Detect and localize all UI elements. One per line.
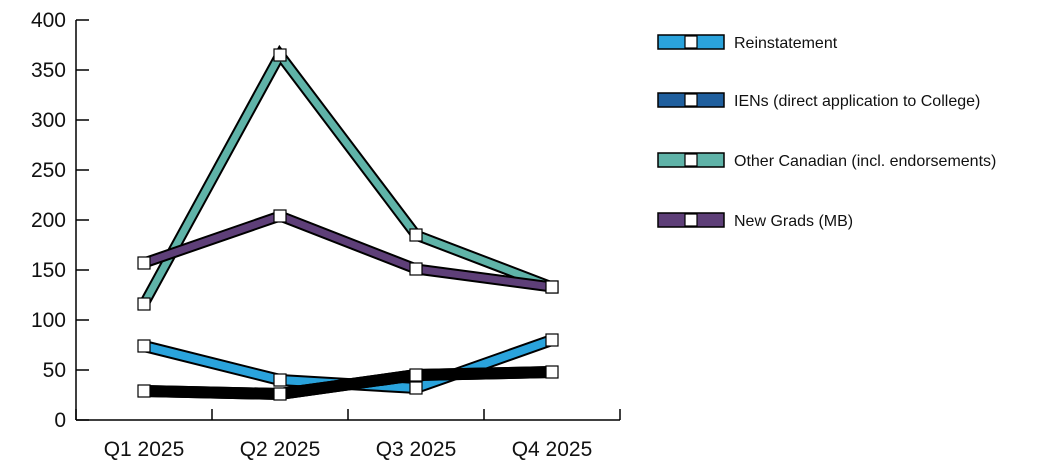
data-point-marker	[545, 365, 559, 379]
data-point-marker	[137, 384, 151, 398]
legend-item-reinstatement: Reinstatement	[657, 34, 838, 52]
legend-marker	[684, 35, 698, 49]
y-tick-label: 0	[54, 409, 66, 432]
series-new-grads-mb	[137, 209, 559, 294]
data-point-marker	[409, 368, 423, 382]
data-point-marker	[545, 333, 559, 347]
x-tick-label: Q3 2025	[376, 438, 457, 461]
data-point-marker	[409, 228, 423, 242]
series-iens-direct-application-to-college	[137, 365, 559, 401]
legend-item-iens-direct-application-to-college: IENs (direct application to College)	[657, 92, 980, 110]
legend-marker	[684, 93, 698, 107]
data-point-marker	[409, 262, 423, 276]
legend-item-other-canadian-incl-endorsements: Other Canadian (incl. endorsements)	[657, 152, 996, 170]
data-point-marker	[273, 209, 287, 223]
y-tick-label: 50	[43, 359, 66, 382]
y-tick-label: 300	[31, 109, 66, 132]
chart-series-layer	[137, 44, 559, 401]
y-tick-label: 150	[31, 259, 66, 282]
y-tick-label: 400	[31, 9, 66, 32]
legend-marker	[684, 213, 698, 227]
data-point-marker	[137, 256, 151, 270]
series-line	[140, 48, 554, 306]
series-line	[143, 366, 553, 401]
series-line	[142, 212, 553, 291]
legend-label: New Grads (MB)	[734, 213, 853, 230]
y-tick-label: 200	[31, 209, 66, 232]
series-other-canadian-incl-endorsements	[137, 44, 559, 311]
data-point-marker	[137, 297, 151, 311]
chart-axes: 0 50 100 150 200 250 300 350 400 Q1 2025 Q2 2025 Q3…	[31, 9, 621, 461]
y-tick-label: 100	[31, 309, 66, 332]
legend-label: IENs (direct application to College)	[734, 93, 980, 110]
x-tick-label: Q4 2025	[512, 438, 593, 461]
legend-item-new-grads-mb: New Grads (MB)	[657, 212, 853, 230]
legend-marker	[684, 153, 698, 167]
x-tick-label: Q1 2025	[104, 438, 185, 461]
data-point-marker	[273, 387, 287, 401]
chart-legend: Reinstatement IENs (direct application to…	[657, 34, 996, 230]
legend-label: Other Canadian (incl. endorsements)	[734, 153, 996, 170]
data-point-marker	[409, 381, 423, 395]
data-point-marker	[273, 48, 287, 62]
y-tick-label: 350	[31, 59, 66, 82]
data-point-marker	[545, 280, 559, 294]
legend-label: Reinstatement	[734, 35, 838, 52]
data-point-marker	[137, 339, 151, 353]
data-point-marker	[273, 373, 287, 387]
y-tick-label: 250	[31, 159, 66, 182]
x-tick-label: Q2 2025	[240, 438, 321, 461]
